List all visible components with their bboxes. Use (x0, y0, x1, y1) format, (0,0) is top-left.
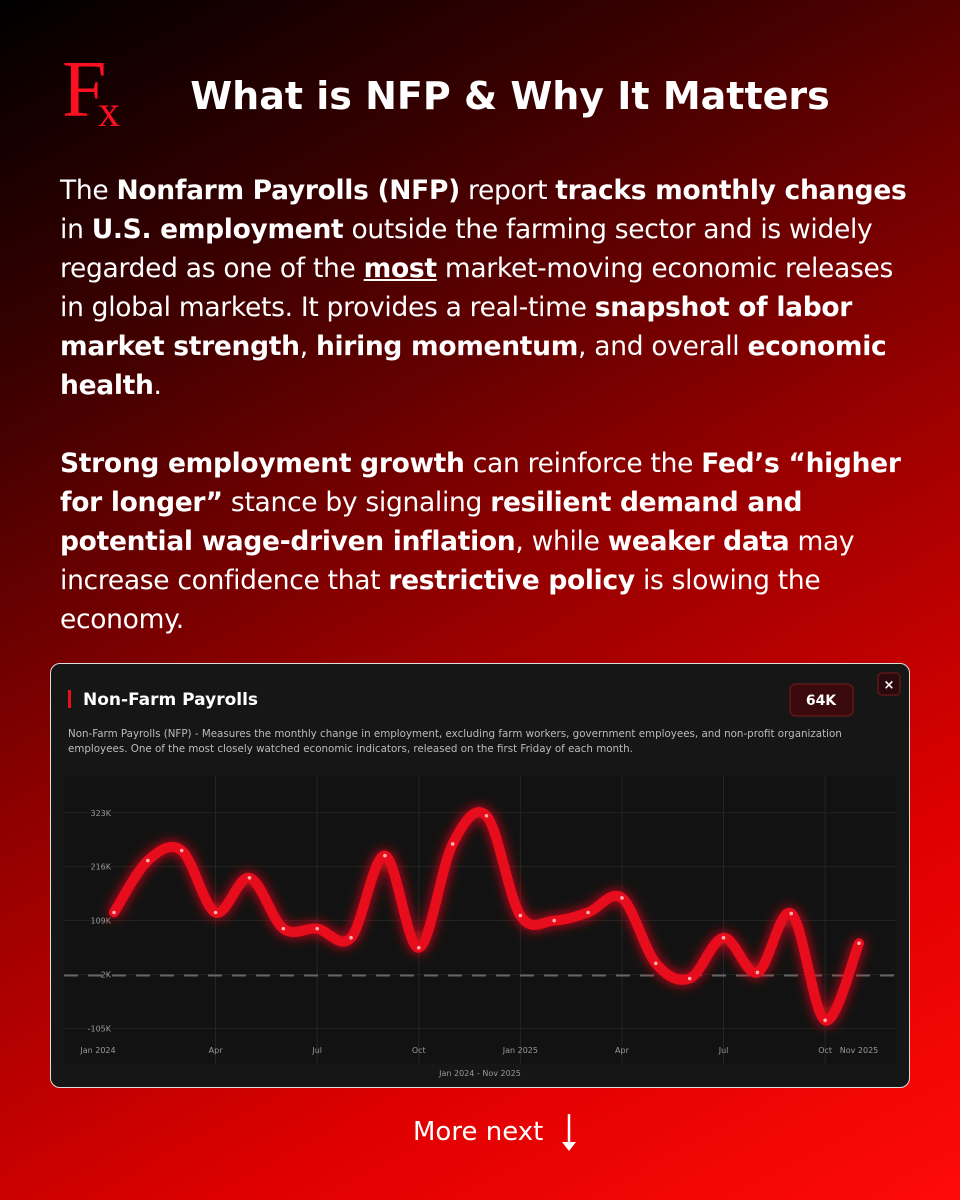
bold-text: hiring momentum (315, 331, 579, 362)
bold-text: most (363, 253, 437, 284)
text-run: The (60, 175, 117, 206)
x-tick-label: Apr (209, 1046, 224, 1055)
x-tick-label: Jul (311, 1046, 322, 1055)
plot-area (64, 776, 896, 1064)
y-tick-label: 323K (90, 809, 111, 818)
bold-text: Fed’s “higher for longer” (60, 448, 901, 518)
paragraph: Strong employment growth can reinforce t… (60, 444, 910, 639)
footer: More next (413, 1114, 576, 1151)
point (247, 875, 252, 880)
text-run: report (459, 175, 556, 206)
text-run: in (60, 214, 92, 245)
chart-card: Non-Farm Payrolls 64K × Non-Farm Payroll… (50, 663, 910, 1088)
point (687, 976, 692, 981)
point (721, 935, 726, 940)
bold-text: snapshot of labor market strength (60, 292, 853, 362)
bold-text: resilient demand and potential wage-driv… (60, 487, 803, 557)
point (586, 910, 590, 915)
point (112, 910, 116, 915)
y-tick-label: 216K (90, 863, 111, 872)
text-run: outside the farming sector and is widely… (60, 214, 873, 284)
text-run: stance by signaling (222, 487, 491, 518)
badge-text: 64K (806, 693, 837, 709)
logo-main: F (62, 46, 107, 134)
description-box: Non-Farm Payrolls (NFP) - Measures the m… (68, 728, 842, 755)
point (349, 935, 353, 940)
point (755, 970, 760, 975)
point (552, 918, 557, 923)
bold-text: economic health (60, 331, 887, 401)
x-tick-label: Nov 2025 (840, 1046, 879, 1055)
text-run: is slowing the economy. (60, 565, 821, 635)
title: What is NFP & Why It Matters (190, 74, 830, 118)
x-caption: Jan 2024 - Nov 2025 (438, 1069, 521, 1078)
text-run: , (299, 331, 316, 362)
badge (789, 683, 854, 717)
y-tick-label: 2K (101, 970, 112, 979)
chart: Non-Farm Payrolls 64K × Non-Farm Payroll… (64, 672, 901, 1078)
bold-text: weaker data (607, 526, 790, 557)
point (654, 961, 658, 966)
description: Non-Farm Payrolls (NFP) - Measures the m… (68, 728, 842, 755)
bold-text: tracks monthly changes (555, 175, 907, 206)
bold-text: Nonfarm Payrolls (NFP) (116, 175, 461, 206)
point (518, 913, 523, 918)
x-tick-label: Jan 2025 (502, 1046, 538, 1055)
point (416, 945, 421, 950)
point (281, 926, 286, 931)
y-tick-label: -105K (88, 1024, 112, 1033)
x-tick-label: Apr (615, 1046, 630, 1055)
point (213, 910, 218, 915)
paragraph: The Nonfarm Payrolls (NFP) report tracks… (60, 171, 910, 405)
x-tick-label: Jul (718, 1046, 729, 1055)
bold-text: U.S. employment (91, 214, 344, 245)
text-run: . (153, 370, 162, 401)
bold-text: restrictive policy (388, 565, 635, 596)
text-run: market-moving economic releases in globa… (60, 253, 893, 323)
arrow-icon (562, 1114, 576, 1151)
point (146, 858, 150, 863)
x-tick-label: Oct (412, 1046, 426, 1055)
point (857, 941, 861, 946)
point (789, 911, 794, 916)
more-next: More next (413, 1117, 544, 1147)
close-text[interactable]: × (884, 678, 895, 693)
logo-sub: x (98, 87, 120, 136)
text-run: , and overall (578, 331, 748, 362)
point (823, 1018, 827, 1023)
point (383, 853, 387, 858)
point (315, 926, 319, 931)
point (179, 848, 184, 853)
x-tick-label: Oct (818, 1046, 832, 1055)
text-run: , while (515, 526, 608, 557)
point (620, 896, 624, 900)
x-tick-label: Jan 2024 (79, 1046, 115, 1055)
bold-text: Strong employment growth (60, 448, 465, 479)
chart-title: Non-Farm Payrolls (83, 690, 258, 710)
point (450, 842, 455, 846)
text-run: can reinforce the (464, 448, 702, 479)
text-run: may increase confidence that (60, 526, 855, 596)
close-button[interactable] (877, 672, 901, 696)
y-tick-label: 109K (90, 917, 111, 926)
point (484, 813, 489, 818)
title-accent (68, 690, 71, 708)
